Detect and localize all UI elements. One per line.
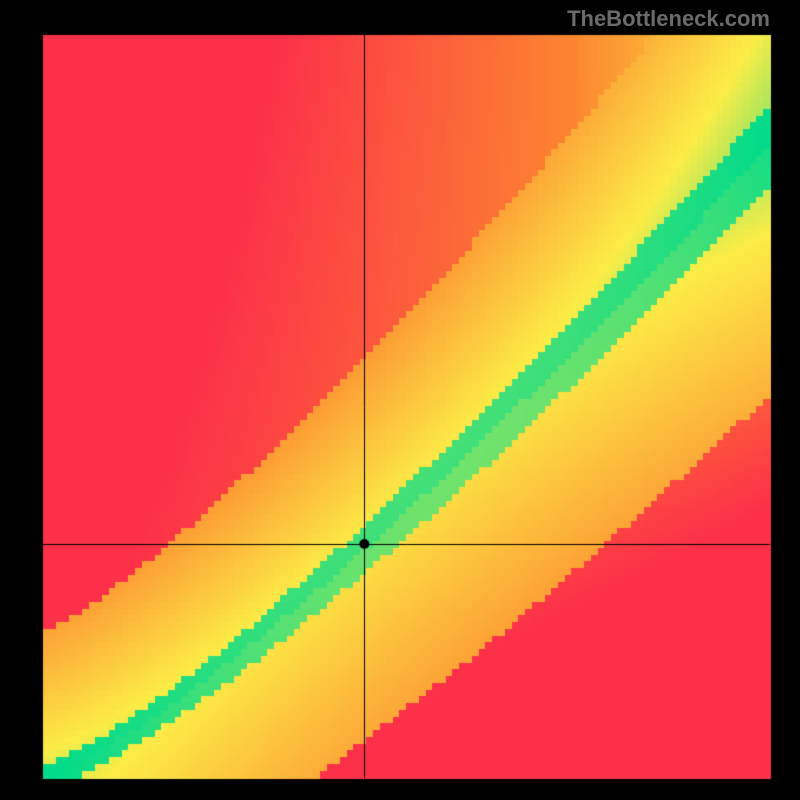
bottleneck-heatmap [0,0,800,800]
